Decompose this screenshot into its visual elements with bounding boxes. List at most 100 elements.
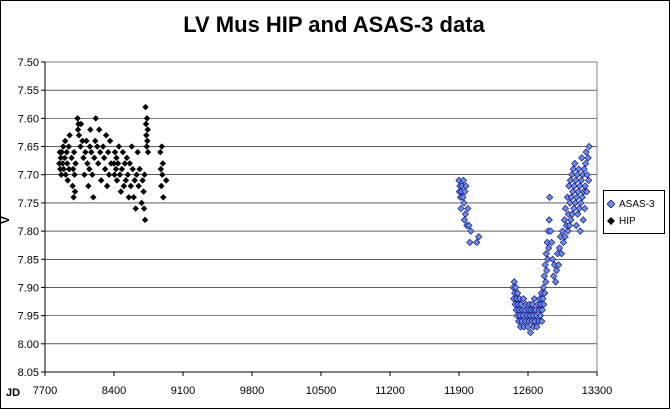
data-point-hip: [74, 115, 81, 122]
data-point-hip: [81, 171, 88, 178]
data-point-asas3: [461, 188, 469, 196]
data-point-asas3: [554, 261, 563, 269]
data-point-asas3: [576, 182, 584, 190]
data-point-asas3: [533, 323, 541, 331]
data-point-asas3: [570, 182, 578, 190]
data-point-hip: [163, 177, 170, 184]
data-point-asas3: [467, 227, 475, 235]
data-point-hip: [142, 103, 149, 111]
data-point-hip: [70, 194, 77, 201]
data-point-asas3: [459, 176, 468, 184]
data-point-hip: [112, 165, 120, 173]
data-point-hip: [65, 143, 72, 150]
data-point-asas3: [564, 227, 572, 235]
data-point-asas3: [573, 171, 581, 179]
data-point-asas3: [572, 176, 580, 184]
data-point-asas3: [541, 261, 549, 269]
data-point-asas3: [542, 278, 550, 286]
data-point-asas3: [574, 210, 582, 218]
data-point-hip: [159, 171, 166, 178]
data-point-asas3: [545, 244, 553, 252]
data-point-hip: [105, 171, 113, 178]
y-tick-label: 7.50: [18, 57, 39, 69]
data-point-hip: [86, 143, 94, 150]
data-point-asas3: [577, 176, 585, 184]
y-tick-label: 8.05: [18, 367, 39, 379]
data-point-hip: [106, 137, 114, 145]
data-point-hip: [115, 143, 123, 150]
data-point-hip: [77, 120, 85, 128]
data-point-asas3: [541, 289, 549, 297]
y-tick-label: 7.65: [18, 142, 39, 154]
data-point-hip: [123, 154, 131, 162]
data-point-asas3: [540, 272, 548, 280]
data-point-asas3: [576, 227, 584, 235]
data-points: [56, 103, 593, 337]
data-point-hip: [71, 188, 79, 195]
data-point-asas3: [569, 188, 577, 196]
data-point-asas3: [555, 244, 564, 252]
data-point-hip: [80, 154, 87, 162]
data-point-asas3: [565, 182, 573, 190]
data-point-asas3: [549, 255, 557, 263]
legend-label-hip: HIP: [619, 215, 636, 227]
data-point-asas3: [579, 216, 587, 224]
data-point-asas3: [578, 154, 586, 162]
data-point-hip: [110, 160, 118, 167]
x-tick-label: 7700: [33, 385, 57, 397]
data-point-asas3: [530, 295, 539, 303]
data-point-asas3: [581, 204, 589, 213]
data-point-hip: [72, 160, 79, 167]
data-point-asas3: [569, 165, 577, 173]
data-point-asas3: [577, 199, 585, 207]
data-point-hip: [56, 160, 63, 167]
data-point-hip: [133, 171, 140, 178]
data-point-hip: [96, 126, 103, 133]
data-point-asas3: [561, 233, 569, 241]
data-point-asas3: [578, 193, 586, 201]
data-point-hip: [141, 171, 148, 178]
data-point-asas3: [546, 193, 554, 201]
data-point-asas3: [571, 199, 579, 207]
data-point-hip: [84, 160, 91, 167]
x-tick-label: 8400: [102, 385, 126, 397]
data-point-hip: [70, 148, 78, 156]
data-point-asas3: [552, 266, 561, 275]
data-point-hip: [141, 216, 149, 224]
data-point-hip: [95, 160, 102, 167]
data-point-hip: [157, 148, 164, 156]
data-point-asas3: [574, 188, 582, 196]
data-point-asas3: [544, 255, 552, 263]
data-point-asas3: [550, 272, 558, 280]
data-point-hip: [88, 148, 95, 156]
data-point-hip: [104, 148, 112, 156]
data-point-hip: [101, 165, 109, 173]
y-tick-label: 8.00: [18, 339, 39, 351]
legend-marker-hip: [607, 217, 615, 225]
data-point-hip: [92, 137, 99, 145]
data-point-hip: [111, 171, 118, 178]
data-point-asas3: [539, 283, 547, 292]
data-point-hip: [82, 148, 89, 156]
data-point-hip: [135, 182, 142, 190]
data-point-hip: [144, 137, 151, 145]
y-tick-label: 7.90: [18, 282, 39, 294]
data-point-asas3: [584, 154, 592, 162]
data-point-hip: [113, 154, 120, 162]
data-point-hip: [97, 148, 104, 156]
data-point-asas3: [573, 193, 581, 201]
data-point-asas3: [567, 193, 575, 201]
data-point-asas3: [583, 188, 591, 196]
data-point-hip: [71, 171, 78, 178]
data-point-hip: [116, 171, 124, 178]
data-point-asas3: [570, 204, 578, 213]
data-point-hip: [58, 171, 65, 178]
data-point-hip: [91, 154, 98, 162]
data-point-hip: [111, 148, 119, 156]
y-axis-label: V: [0, 216, 12, 224]
data-point-asas3: [538, 306, 546, 314]
data-point-asas3: [473, 238, 481, 246]
data-point-hip: [119, 148, 127, 156]
y-tick-label: 7.85: [18, 254, 39, 266]
data-point-asas3: [568, 210, 576, 218]
